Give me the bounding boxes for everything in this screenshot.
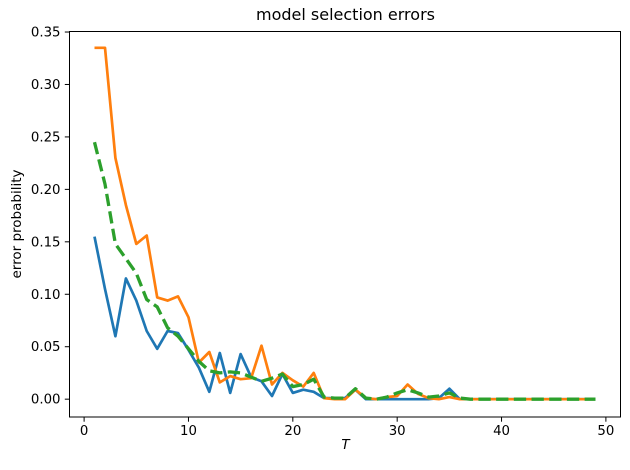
y-tick-label: 0.35 bbox=[31, 26, 61, 41]
x-axis-label: T bbox=[341, 437, 350, 453]
y-axis-label: error probability bbox=[9, 169, 25, 279]
y-tick-label: 0.10 bbox=[31, 288, 61, 303]
y-tick-label: 0.15 bbox=[31, 235, 61, 250]
line-series-2-orange bbox=[94, 46, 596, 401]
y-tick-label: 0.20 bbox=[31, 183, 61, 198]
y-tick-label: 0.05 bbox=[31, 340, 61, 355]
y-tick-label: 0.25 bbox=[31, 130, 61, 145]
x-tick-label: 0 bbox=[80, 424, 88, 439]
x-tick-label: 50 bbox=[597, 424, 614, 439]
x-tick-label: 20 bbox=[284, 424, 301, 439]
line-series-3-green-dashed bbox=[92, 141, 596, 401]
axes-frame bbox=[69, 31, 621, 418]
y-tick-label: 0.00 bbox=[31, 393, 61, 408]
chart-title: model selection errors bbox=[256, 5, 435, 24]
line-series-1-blue bbox=[93, 236, 596, 401]
y-tick-label: 0.30 bbox=[31, 78, 61, 93]
x-tick-label: 10 bbox=[180, 424, 197, 439]
x-tick-label: 30 bbox=[389, 424, 406, 439]
x-tick-label: 40 bbox=[493, 424, 510, 439]
